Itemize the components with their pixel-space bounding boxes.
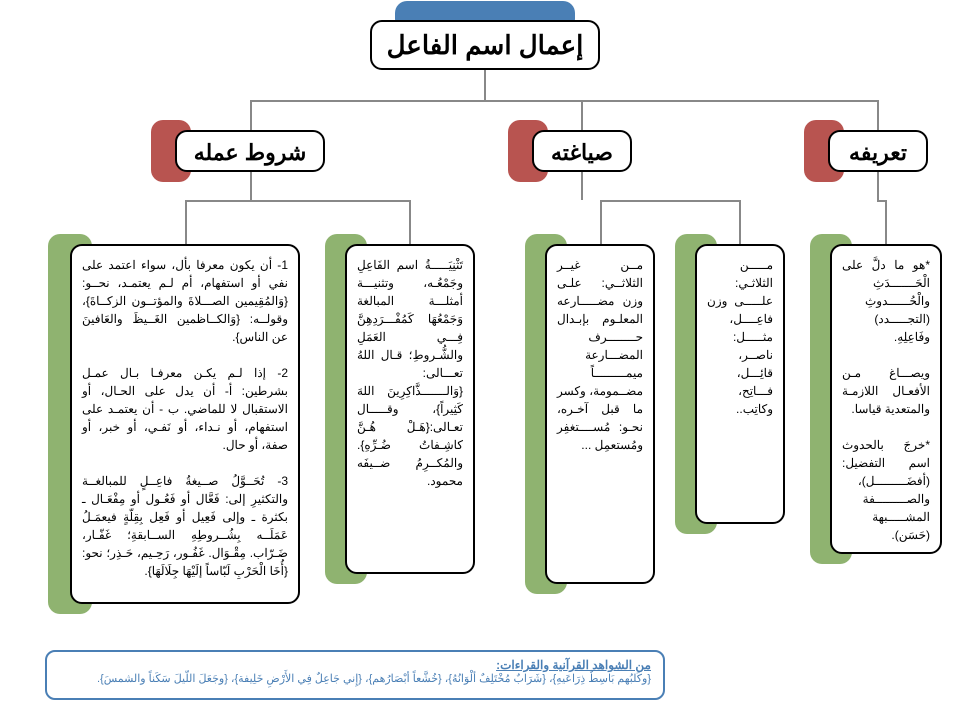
c2-node: صياغته <box>532 130 632 172</box>
title-node: إعمال اسم الفاعل <box>370 20 600 70</box>
conn-c2-h <box>600 200 740 202</box>
l4-text: تَثْنِيَـــــةُ اسم الفَاعِلِ وجَمْعُـه،… <box>354 258 463 488</box>
conn-c2-down <box>581 172 583 200</box>
l1-node: *هو ما دلَّ على الْحَـــــــدَثِ والْحُـ… <box>830 244 942 554</box>
footer-box: من الشواهد القرآنية والقراءات: {وكَلبُهم… <box>45 650 665 700</box>
c1-text: تعريفه <box>849 140 907 165</box>
footer-body: {وكَلبُهم بَاسِطٌ ذِرَاعَيهِ}، {شَرَابٌ … <box>59 672 651 685</box>
conn-l4 <box>409 200 411 244</box>
conn-l3 <box>600 200 602 244</box>
conn-l1 <box>885 200 887 244</box>
l5-node: 1- أن يكون معرفا بأل، سواء اعتمد على نفي… <box>70 244 300 604</box>
l3-text: مــن غيــر الثلاثــي: علـى وزن مضـــــار… <box>554 258 643 452</box>
c1-node: تعريفه <box>828 130 928 172</box>
conn-c1 <box>877 100 879 130</box>
conn-c3 <box>250 100 252 130</box>
c2-text: صياغته <box>551 140 613 165</box>
title-text: إعمال اسم الفاعل <box>387 30 584 60</box>
conn-c1-down <box>877 172 879 200</box>
conn-c3-h <box>185 200 410 202</box>
c3-node: شروط عمله <box>175 130 325 172</box>
conn-c2 <box>581 100 583 130</box>
l5-text: 1- أن يكون معرفا بأل، سواء اعتمد على نفي… <box>79 258 288 578</box>
footer-title: من الشواهد القرآنية والقراءات: <box>59 658 651 672</box>
l4-node: تَثْنِيَـــــةُ اسم الفَاعِلِ وجَمْعُـه،… <box>345 244 475 574</box>
conn-cat-h <box>250 100 878 102</box>
l3-node: مــن غيــر الثلاثــي: علـى وزن مضـــــار… <box>545 244 655 584</box>
l2-text: مـــــن الثلاثـي: علـــــى وزن فاعِــــل… <box>704 258 773 416</box>
l1-text: *هو ما دلَّ على الْحَـــــــدَثِ والْحُـ… <box>839 258 930 542</box>
c3-text: شروط عمله <box>194 140 307 165</box>
conn-l2 <box>739 200 741 244</box>
conn-c3-down <box>250 172 252 200</box>
l2-node: مـــــن الثلاثـي: علـــــى وزن فاعِــــل… <box>695 244 785 524</box>
conn-title-down <box>484 70 486 100</box>
conn-l5 <box>185 200 187 244</box>
